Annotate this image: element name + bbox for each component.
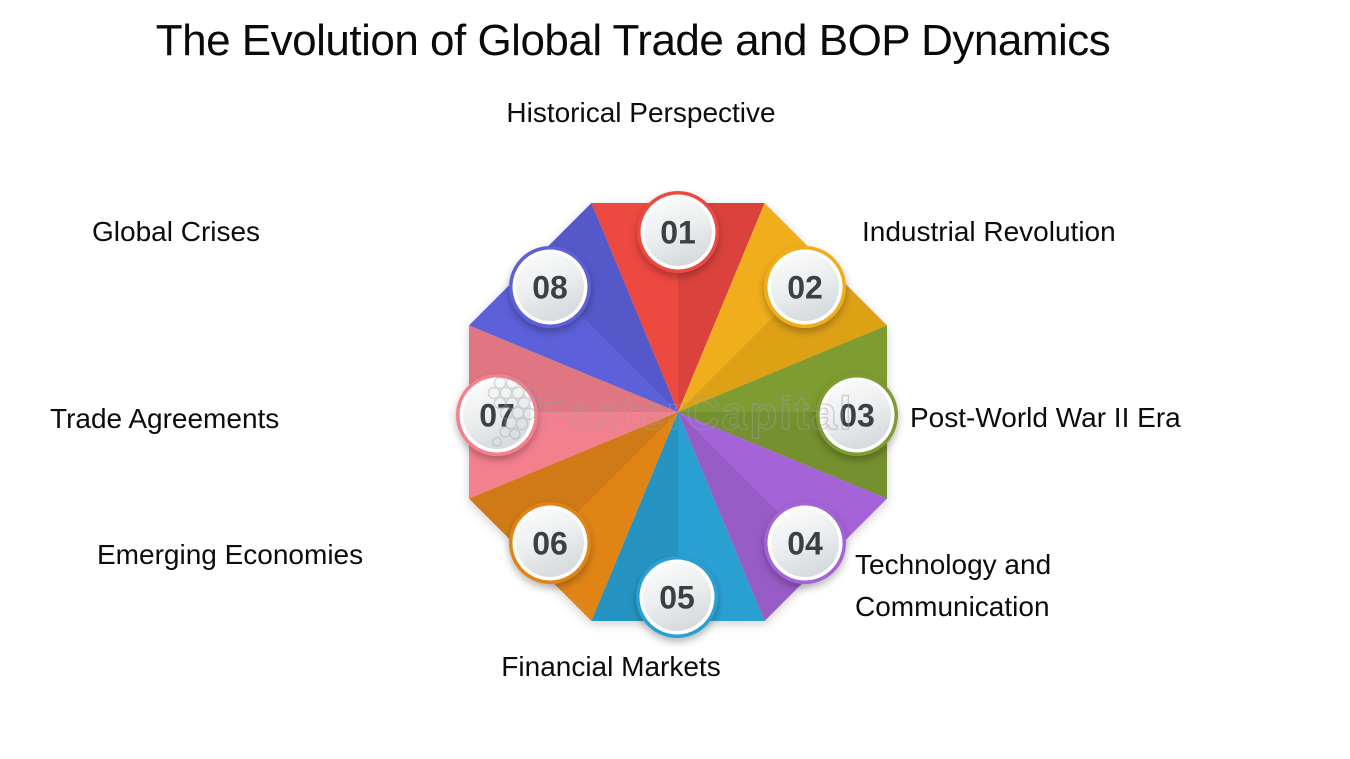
segment-label-industrial-revolution: Industrial Revolution — [862, 216, 1116, 247]
badge-04: 04 — [764, 502, 846, 584]
badge-07: 07 — [456, 374, 538, 456]
cycle-wheel-diagram: 01 02 03 04 05 — [456, 191, 898, 638]
badge-number: 03 — [839, 398, 875, 434]
watermark-text: FasterCapital — [536, 387, 853, 439]
badge-number: 07 — [479, 398, 515, 434]
badge-number: 06 — [532, 526, 568, 562]
watermark-logo-icon — [487, 376, 542, 448]
badge-02: 02 — [764, 246, 846, 328]
page-title: The Evolution of Global Trade and BOP Dy… — [155, 16, 1111, 65]
badge-number: 05 — [659, 580, 695, 616]
segment-label-post-world-war-ii-era: Post-World War II Era — [910, 402, 1181, 433]
segment-label-technology-and-communication: Technology and Communication — [855, 549, 1052, 622]
badge-06: 06 — [509, 502, 591, 584]
segment-label-global-crises: Global Crises — [92, 216, 261, 247]
badge-01: 01 — [637, 191, 719, 273]
badge-number: 02 — [787, 270, 823, 306]
badge-08: 08 — [509, 246, 591, 328]
wheel-badges: 01 02 03 04 05 — [456, 191, 898, 638]
badge-05: 05 — [636, 556, 718, 638]
segment-label-financial-markets: Financial Markets — [501, 651, 721, 682]
watermark: FasterCapital — [487, 376, 853, 448]
segment-label-trade-agreements: Trade Agreements — [50, 403, 280, 434]
badge-number: 01 — [660, 215, 696, 251]
segment-label-emerging-economies: Emerging Economies — [97, 539, 364, 570]
badge-number: 04 — [787, 526, 823, 562]
segment-label-historical-perspective: Historical Perspective — [506, 97, 776, 128]
badge-number: 08 — [532, 270, 568, 306]
badge-03: 03 — [816, 374, 898, 456]
